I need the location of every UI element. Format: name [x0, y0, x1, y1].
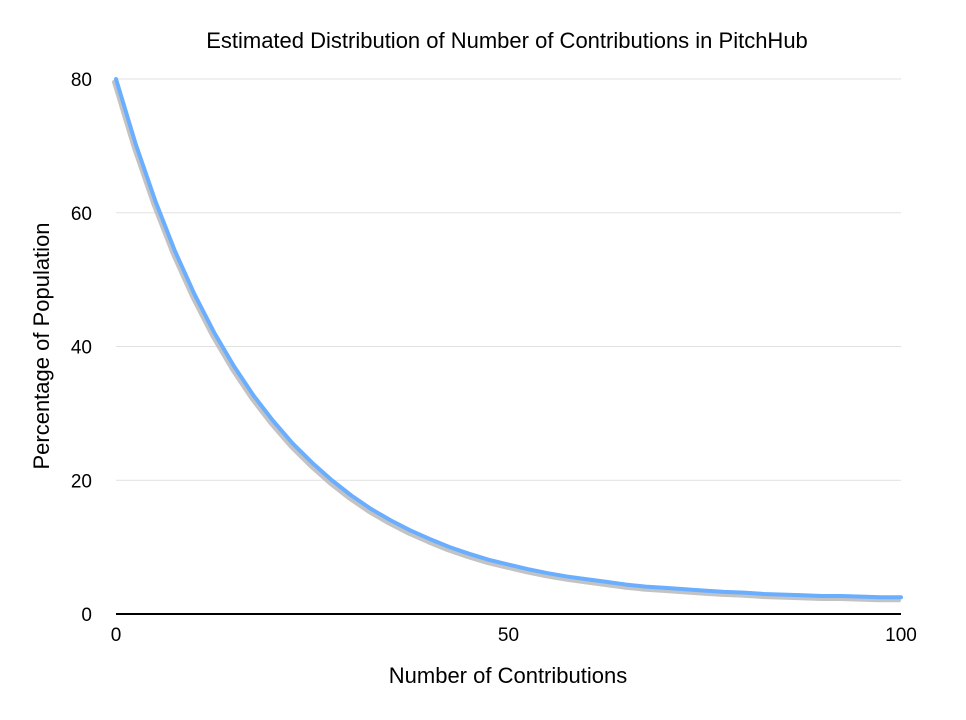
- y-axis-label: Percentage of Population: [29, 222, 54, 469]
- gridlines: [116, 78, 901, 481]
- x-axis-ticks: 0 50 100: [111, 625, 917, 646]
- y-tick-label: 40: [71, 338, 92, 359]
- x-tick-label: 50: [498, 625, 519, 646]
- y-tick-label: 60: [71, 204, 92, 225]
- y-axis-ticks: 0 20 40 60 80: [71, 70, 92, 626]
- y-tick-label: 80: [71, 70, 92, 91]
- y-tick-label: 0: [81, 605, 92, 626]
- x-tick-label: 0: [111, 625, 122, 646]
- x-tick-label: 100: [885, 625, 917, 646]
- series-layer: [112, 77, 903, 603]
- y-tick-label: 20: [71, 471, 92, 492]
- x-axis-label: Number of Contributions: [389, 663, 627, 688]
- chart-title: Estimated Distribution of Number of Cont…: [206, 28, 808, 53]
- series-line-shadow: [112, 80, 901, 603]
- series-line: [114, 77, 903, 600]
